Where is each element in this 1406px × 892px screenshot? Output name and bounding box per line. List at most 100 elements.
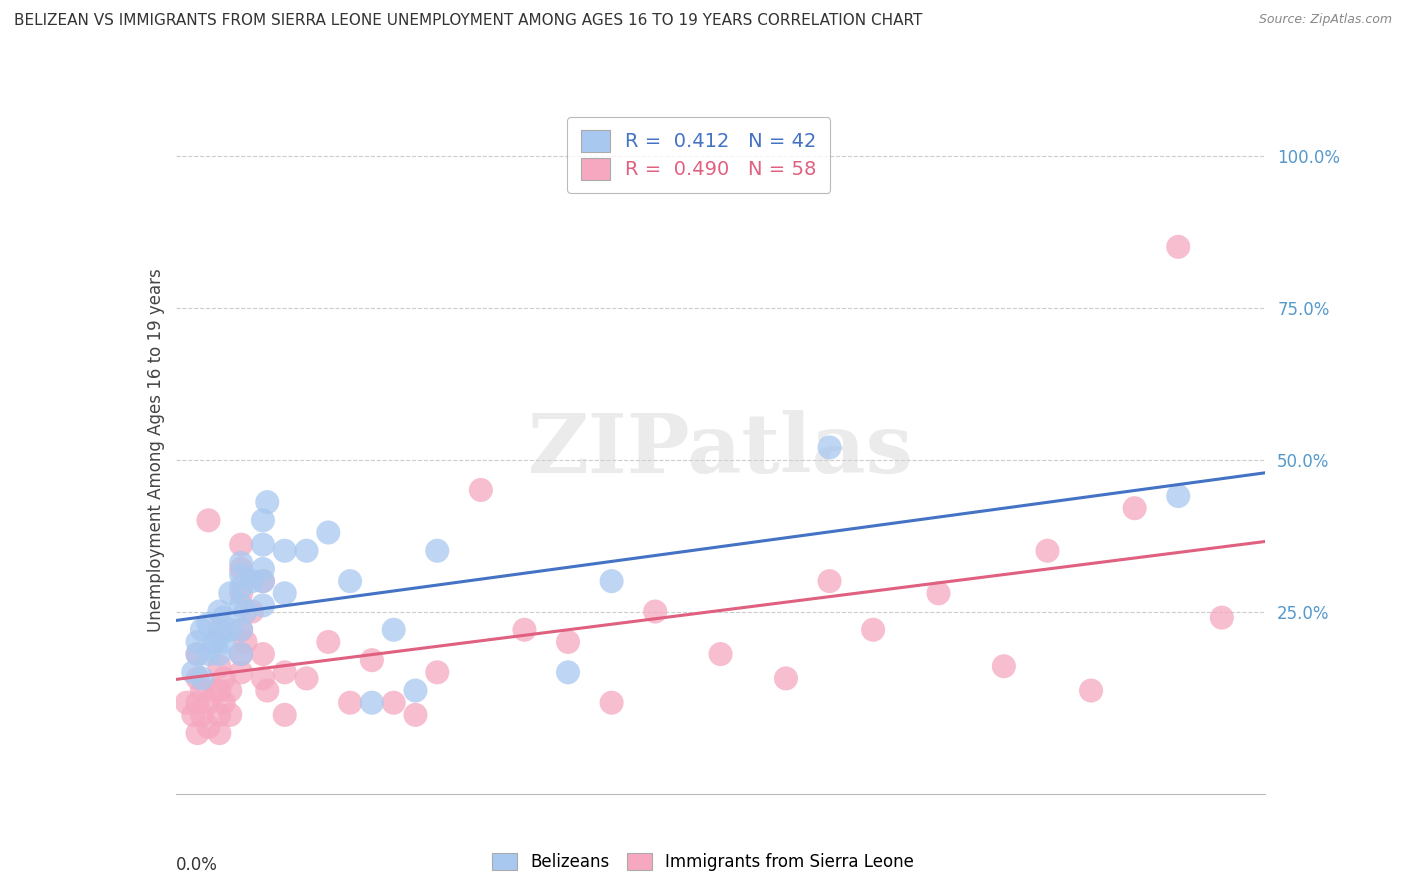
Point — [231, 647, 253, 661]
Point — [181, 665, 204, 680]
Point — [405, 707, 427, 722]
Point — [186, 726, 209, 740]
Point — [405, 683, 427, 698]
Point — [204, 635, 226, 649]
Point — [256, 683, 278, 698]
Point — [186, 696, 209, 710]
Point — [775, 672, 797, 686]
Point — [252, 672, 274, 686]
Point — [208, 707, 231, 722]
Point — [360, 696, 382, 710]
Point — [208, 726, 231, 740]
Point — [295, 543, 318, 558]
Point — [219, 623, 242, 637]
Point — [212, 672, 235, 686]
Point — [197, 720, 219, 734]
Point — [208, 623, 231, 637]
Point — [231, 556, 253, 570]
Point — [204, 683, 226, 698]
Point — [208, 659, 231, 673]
Point — [600, 574, 623, 589]
Point — [231, 580, 253, 594]
Point — [1167, 240, 1189, 254]
Point — [274, 586, 297, 600]
Point — [382, 623, 405, 637]
Point — [318, 635, 340, 649]
Point — [1167, 489, 1189, 503]
Point — [1123, 501, 1146, 516]
Legend: R =  0.412   N = 42, R =  0.490   N = 58: R = 0.412 N = 42, R = 0.490 N = 58 — [567, 117, 831, 194]
Point — [191, 707, 214, 722]
Point — [235, 635, 257, 649]
Text: ZIPatlas: ZIPatlas — [527, 410, 914, 491]
Point — [252, 513, 274, 527]
Point — [252, 562, 274, 576]
Point — [644, 605, 666, 619]
Point — [186, 647, 209, 661]
Point — [600, 696, 623, 710]
Point — [231, 562, 253, 576]
Point — [208, 605, 231, 619]
Point — [212, 610, 235, 624]
Point — [513, 623, 536, 637]
Point — [557, 665, 579, 680]
Point — [426, 543, 449, 558]
Point — [1080, 683, 1102, 698]
Point — [197, 647, 219, 661]
Point — [186, 647, 209, 661]
Point — [186, 672, 209, 686]
Point — [191, 623, 214, 637]
Point — [274, 665, 297, 680]
Point — [212, 635, 235, 649]
Point — [928, 586, 950, 600]
Point — [470, 483, 492, 497]
Point — [208, 683, 231, 698]
Point — [710, 647, 733, 661]
Point — [208, 629, 231, 643]
Point — [295, 672, 318, 686]
Point — [235, 605, 257, 619]
Point — [231, 568, 253, 582]
Point — [197, 616, 219, 631]
Point — [339, 696, 361, 710]
Point — [339, 574, 361, 589]
Point — [181, 707, 204, 722]
Point — [426, 665, 449, 680]
Point — [1036, 543, 1059, 558]
Point — [256, 495, 278, 509]
Point — [993, 659, 1015, 673]
Point — [186, 635, 209, 649]
Point — [252, 599, 274, 613]
Point — [818, 574, 841, 589]
Legend: Belizeans, Immigrants from Sierra Leone: Belizeans, Immigrants from Sierra Leone — [484, 845, 922, 880]
Point — [231, 538, 253, 552]
Point — [862, 623, 884, 637]
Point — [252, 574, 274, 589]
Text: 0.0%: 0.0% — [176, 855, 218, 873]
Point — [240, 574, 263, 589]
Point — [231, 599, 253, 613]
Point — [231, 665, 253, 680]
Point — [197, 696, 219, 710]
Point — [252, 574, 274, 589]
Point — [382, 696, 405, 710]
Point — [274, 707, 297, 722]
Point — [176, 696, 198, 710]
Point — [191, 672, 214, 686]
Point — [274, 543, 297, 558]
Point — [318, 525, 340, 540]
Point — [557, 635, 579, 649]
Point — [818, 441, 841, 455]
Point — [252, 647, 274, 661]
Point — [219, 683, 242, 698]
Point — [1211, 610, 1233, 624]
Point — [231, 623, 253, 637]
Point — [252, 538, 274, 552]
Text: BELIZEAN VS IMMIGRANTS FROM SIERRA LEONE UNEMPLOYMENT AMONG AGES 16 TO 19 YEARS : BELIZEAN VS IMMIGRANTS FROM SIERRA LEONE… — [14, 13, 922, 29]
Point — [231, 647, 253, 661]
Point — [231, 623, 253, 637]
Point — [208, 647, 231, 661]
Text: Source: ZipAtlas.com: Source: ZipAtlas.com — [1258, 13, 1392, 27]
Point — [360, 653, 382, 667]
Point — [219, 707, 242, 722]
